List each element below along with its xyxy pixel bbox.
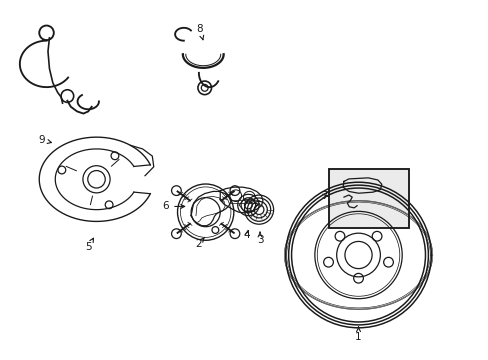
FancyBboxPatch shape bbox=[329, 169, 408, 228]
Text: 1: 1 bbox=[354, 327, 361, 342]
Text: 6: 6 bbox=[162, 202, 184, 211]
Text: 8: 8 bbox=[196, 24, 203, 40]
Text: 4: 4 bbox=[243, 230, 250, 240]
Text: 7: 7 bbox=[321, 191, 327, 201]
Text: 5: 5 bbox=[85, 238, 93, 252]
Text: 3: 3 bbox=[256, 232, 263, 245]
Text: 9: 9 bbox=[38, 135, 51, 145]
Text: 2: 2 bbox=[195, 237, 204, 249]
